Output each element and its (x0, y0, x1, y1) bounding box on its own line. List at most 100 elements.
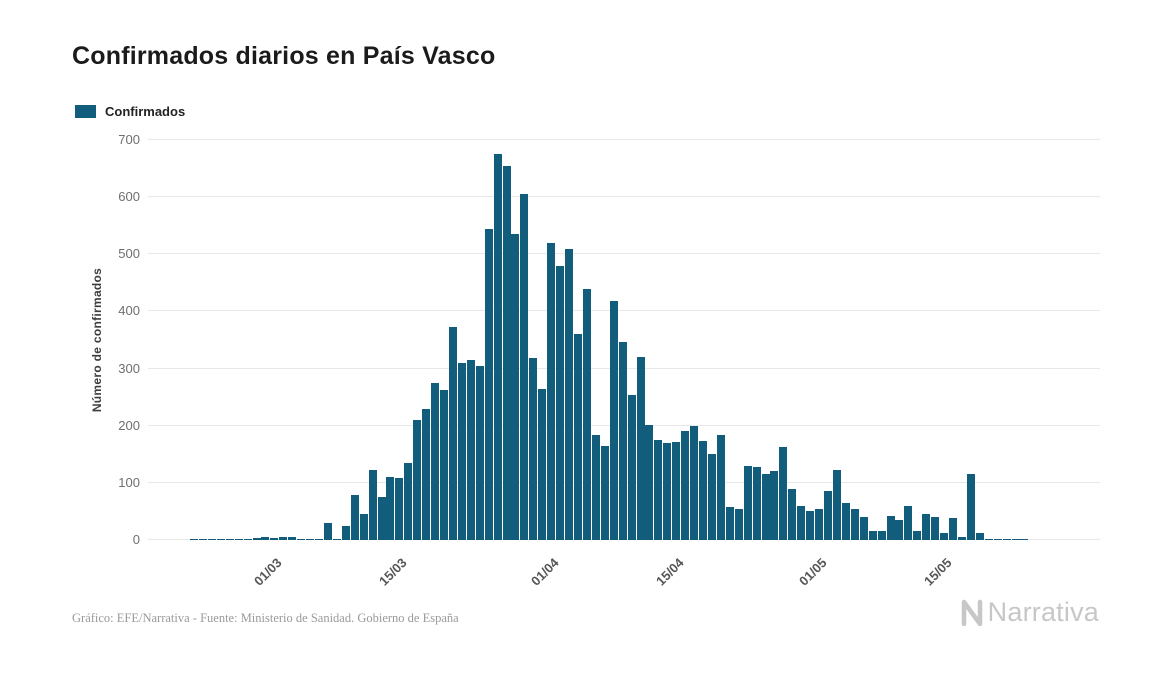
legend-label: Confirmados (105, 104, 186, 119)
bar (609, 301, 618, 540)
bar (556, 265, 565, 540)
bar (886, 516, 895, 540)
bar (511, 234, 520, 540)
bar (198, 539, 207, 540)
bar (850, 508, 859, 540)
bar (645, 424, 654, 540)
bar (1020, 539, 1029, 540)
bar (832, 470, 841, 540)
bar (752, 466, 761, 540)
chart-title: Confirmados diarios en País Vasco (72, 42, 496, 70)
narrativa-logo-text: Narrativa (987, 597, 1099, 627)
bar (529, 358, 538, 540)
bar (824, 491, 833, 540)
bar (636, 357, 645, 540)
x-axis-tick-label: 01/04 (528, 555, 562, 589)
bar (707, 454, 716, 540)
bar (949, 518, 958, 540)
plot-area (148, 139, 1100, 540)
bar (520, 194, 529, 540)
bar (457, 362, 466, 540)
bar (368, 470, 377, 540)
y-axis-tick-label: 600 (118, 189, 140, 205)
y-axis-tick-label: 300 (118, 360, 140, 376)
bar (841, 502, 850, 540)
bar (484, 228, 493, 540)
bar (806, 511, 815, 540)
bar (270, 537, 279, 540)
bar (475, 365, 484, 540)
bar (984, 538, 993, 540)
bar (663, 442, 672, 540)
bar (895, 520, 904, 540)
bar (297, 538, 306, 540)
bar (422, 408, 431, 540)
bar (627, 395, 636, 540)
bar (779, 446, 788, 540)
bar (359, 514, 368, 540)
bar (734, 508, 743, 540)
x-axis-tick-label: 01/03 (251, 555, 285, 589)
bar (493, 154, 502, 540)
x-axis-tick-label: 15/05 (921, 555, 955, 589)
y-axis-tick-label: 100 (118, 474, 140, 490)
bar (868, 531, 877, 540)
source-credit: Gráfico: EFE/Narrativa - Fuente: Ministe… (72, 611, 459, 625)
gridline (148, 139, 1100, 140)
bar (716, 435, 725, 540)
x-axis-tick-label: 15/03 (376, 555, 410, 589)
legend: Confirmados (75, 104, 185, 119)
bar (993, 539, 1002, 540)
narrativa-logo-icon (961, 599, 982, 626)
bar (618, 341, 627, 540)
bar (431, 382, 440, 540)
bar (877, 531, 886, 540)
bar (306, 539, 315, 540)
bar (234, 539, 243, 540)
bar (904, 505, 913, 540)
bar (323, 522, 332, 540)
bar (350, 495, 359, 540)
bar (975, 532, 984, 540)
bar (190, 539, 198, 540)
x-axis: 01/03 15/03 01/04 15/04 01/05 15/05 (148, 545, 1100, 615)
bar (761, 474, 770, 540)
x-axis-tick-label: 15/04 (653, 555, 687, 589)
gridline (148, 196, 1100, 198)
bar (788, 488, 797, 540)
bar (288, 537, 297, 540)
bar (690, 425, 699, 540)
bar (448, 326, 457, 540)
bar (1011, 539, 1020, 540)
bar (859, 517, 868, 540)
bar (815, 508, 824, 540)
bar (341, 525, 350, 540)
bar (395, 478, 404, 540)
bar (216, 539, 225, 540)
bar (654, 440, 663, 540)
bar (797, 505, 806, 540)
bar (315, 538, 324, 540)
bar (565, 248, 574, 540)
y-axis-tick-label: 200 (118, 417, 140, 433)
bar (913, 531, 922, 540)
bar (681, 431, 690, 540)
bar (243, 538, 252, 540)
x-axis-tick-label: 01/05 (796, 555, 830, 589)
bar (207, 539, 216, 540)
y-axis-tick-label: 700 (118, 132, 140, 147)
bar (261, 537, 270, 540)
bar (600, 445, 609, 540)
bar (966, 474, 975, 540)
y-axis-tick-label: 0 (132, 532, 140, 547)
bar (547, 242, 556, 540)
bar (279, 536, 288, 540)
legend-swatch (75, 105, 96, 118)
gridline (148, 253, 1100, 255)
bar (377, 497, 386, 540)
bar (582, 288, 591, 540)
bar (440, 390, 449, 540)
bar (225, 538, 234, 540)
bar (466, 360, 475, 540)
bar (957, 537, 966, 540)
